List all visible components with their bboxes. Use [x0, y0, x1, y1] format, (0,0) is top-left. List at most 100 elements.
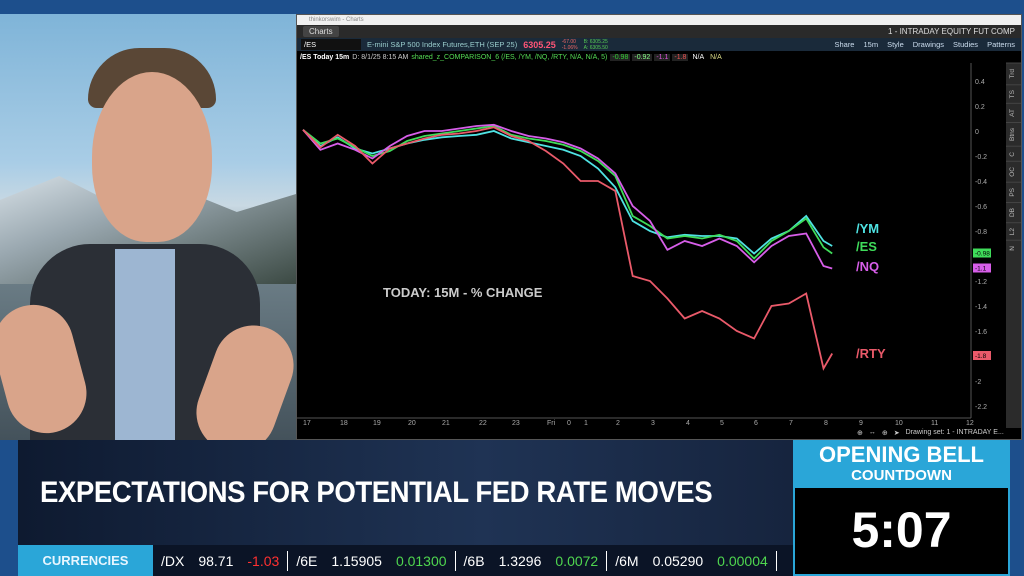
x-tick-label: 8 — [824, 420, 828, 427]
cursor-icon[interactable]: ➤ — [893, 430, 900, 437]
x-tick-label: 1 — [584, 420, 588, 427]
last-value-badge: -1.8 — [975, 353, 987, 360]
series-label: /YM — [856, 221, 879, 236]
y-tick-label: -1.4 — [975, 304, 987, 311]
y-tick-label: -2 — [975, 379, 981, 386]
y-tick-label: -1.2 — [975, 279, 987, 286]
x-tick-label: 19 — [373, 420, 381, 427]
x-tick-label: 6 — [754, 420, 758, 427]
lower-third: EXPECTATIONS FOR POTENTIAL FED RATE MOVE… — [18, 440, 793, 545]
layout-name[interactable]: 1 - INTRADAY EQUITY FUT COMP — [888, 27, 1015, 36]
opening-bell-countdown: OPENING BELL COUNTDOWN 5:07 — [793, 440, 1010, 576]
drawing-set[interactable]: Drawing set: 1 - INTRADAY E... — [905, 429, 1004, 436]
ticker-item: /6B 1.3296 0.0072 — [456, 550, 608, 571]
study-value: N/A — [692, 53, 705, 61]
study-name: shared_z_COMPARISON_6 (/ES, /YM, /NQ, /R… — [411, 53, 608, 61]
headline: EXPECTATIONS FOR POTENTIAL FED RATE MOVE… — [40, 476, 713, 509]
last-value-badge-bg — [973, 248, 991, 258]
ticker-item: /DX 98.71 -1.03 — [153, 550, 289, 571]
chart-annotation: TODAY: 15M - % CHANGE — [383, 285, 543, 300]
symbol-description: E-mini S&P 500 Index Futures,ETH (SEP 25… — [367, 40, 518, 49]
x-tick-label: 0 — [567, 420, 571, 427]
study-value: -1.1 — [654, 53, 671, 61]
x-tick-label: 7 — [789, 420, 793, 427]
ticker-item: /6M 0.05290 0.00004 — [607, 550, 777, 571]
zoom-icon[interactable]: ⊕ — [857, 430, 863, 437]
countdown-subtitle: COUNTDOWN — [851, 467, 952, 484]
ticker-chg: -1.03 — [247, 552, 280, 569]
countdown-clock: 5:07 — [851, 502, 952, 558]
comparison-chart: 0.4 0.2 0 -0.2 -0.4 -0.6 -0.8 -1.2 -1.4 -1.6 -2 -2.… — [297, 63, 991, 427]
bid: B: 6305.25 — [583, 38, 608, 45]
x-tick-label: 12 — [966, 420, 974, 427]
host-video-feed — [0, 14, 296, 440]
toolbar-share-button[interactable]: Share — [834, 40, 855, 49]
presenter — [0, 48, 296, 440]
x-tick-label: 21 — [442, 420, 450, 427]
study-value: -0.98 — [610, 53, 631, 61]
ticker-sym: /6B — [463, 552, 485, 569]
crosshair-icon[interactable]: ⊕ — [881, 430, 888, 437]
window-titlebar: thinkorswim - Charts — [297, 15, 1021, 25]
ticker-label: CURRENCIES — [18, 545, 153, 576]
countdown-title: OPENING BELL — [818, 442, 984, 467]
toolbar-style-button[interactable]: Style — [887, 40, 904, 49]
toolbar-studies-button[interactable]: Studies — [953, 40, 979, 49]
side-tabs: Trd TS AT Btns C OC PS DB L2 N — [1006, 63, 1021, 428]
y-tick-label: 0 — [975, 129, 979, 136]
y-tick-label: 0.4 — [975, 79, 985, 86]
toolbar-15m-button[interactable]: 15m — [863, 40, 879, 49]
ticker-chg: 0.00004 — [717, 552, 768, 569]
x-tick-label: 4 — [686, 420, 690, 427]
symbol-input[interactable]: /ES — [301, 39, 361, 50]
y-tick-label: -0.2 — [975, 154, 987, 161]
x-tick-label: 22 — [479, 420, 487, 427]
ticker-sym: /6E — [296, 552, 318, 569]
series-label: /ES — [856, 239, 877, 254]
series-label: /NQ — [856, 259, 879, 274]
currency-ticker: CURRENCIES /DX 98.71 -1.03/6E 1.15905 0.0130… — [18, 545, 793, 576]
ticker-chg: 0.01300 — [395, 552, 447, 569]
x-tick-label: Fri — [547, 420, 556, 427]
x-tick-label: 18 — [340, 420, 348, 427]
chart-date: D: 8/1/25 8:15 AM — [352, 53, 409, 61]
pan-icon[interactable]: ↔ — [868, 429, 876, 436]
x-tick-label: 5 — [720, 420, 724, 427]
ask: A: 6305.50 — [583, 44, 608, 51]
last-value-badge: -0.98 — [975, 251, 990, 258]
y-tick-label: -0.8 — [975, 229, 987, 236]
y-tick-label: -0.6 — [975, 204, 987, 211]
study-value: -1.8 — [672, 53, 689, 61]
toolbar-drawings-button[interactable]: Drawings — [912, 40, 945, 49]
toolbar-patterns-button[interactable]: Patterns — [987, 40, 1015, 49]
x-tick-label: 11 — [931, 420, 938, 427]
tab-charts[interactable]: Charts — [303, 26, 339, 37]
net-change: -67.00 — [561, 38, 576, 45]
series-line-ym — [302, 129, 833, 255]
study-value: -0.92 — [632, 53, 653, 61]
charts-window: thinkorswim - Charts Charts 1 - INTRADAY… — [296, 14, 1022, 440]
chart-title: /ES Today 15m — [300, 53, 350, 61]
x-tick-label: 2 — [616, 420, 620, 427]
series-line-nq — [302, 123, 833, 270]
ticker-item: /6E 1.15905 0.01300 — [288, 550, 456, 571]
last-value-badge-bg — [973, 351, 991, 360]
ticker-sym: /DX — [161, 552, 185, 569]
last-price: 6305.25 — [523, 39, 556, 50]
x-tick-label: 20 — [408, 420, 416, 427]
pct-change: -1.06% — [561, 44, 578, 51]
x-tick-label: 10 — [895, 420, 903, 427]
x-tick-label: 3 — [651, 420, 655, 427]
x-tick-label: 23 — [512, 420, 520, 427]
ticker-sym: /6M — [615, 552, 639, 569]
y-tick-label: -1.6 — [975, 329, 987, 336]
x-tick-label: 17 — [303, 420, 311, 427]
ticker-chg: 0.0072 — [555, 552, 599, 569]
last-value-badge: -1.1 — [975, 266, 987, 273]
x-tick-label: 9 — [859, 420, 863, 427]
series-line-es — [302, 125, 833, 260]
ticker-price: 1.15905 — [331, 552, 382, 569]
y-tick-label: 0.2 — [975, 104, 985, 111]
series-label: /RTY — [856, 346, 886, 361]
ticker-price: 1.3296 — [498, 552, 542, 569]
